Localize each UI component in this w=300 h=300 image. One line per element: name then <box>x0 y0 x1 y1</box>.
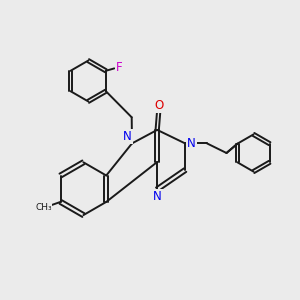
Text: CH₃: CH₃ <box>35 203 52 212</box>
Text: N: N <box>187 137 196 150</box>
Text: N: N <box>153 190 162 203</box>
Text: O: O <box>155 99 164 112</box>
Text: F: F <box>116 61 122 74</box>
Text: N: N <box>123 130 132 143</box>
